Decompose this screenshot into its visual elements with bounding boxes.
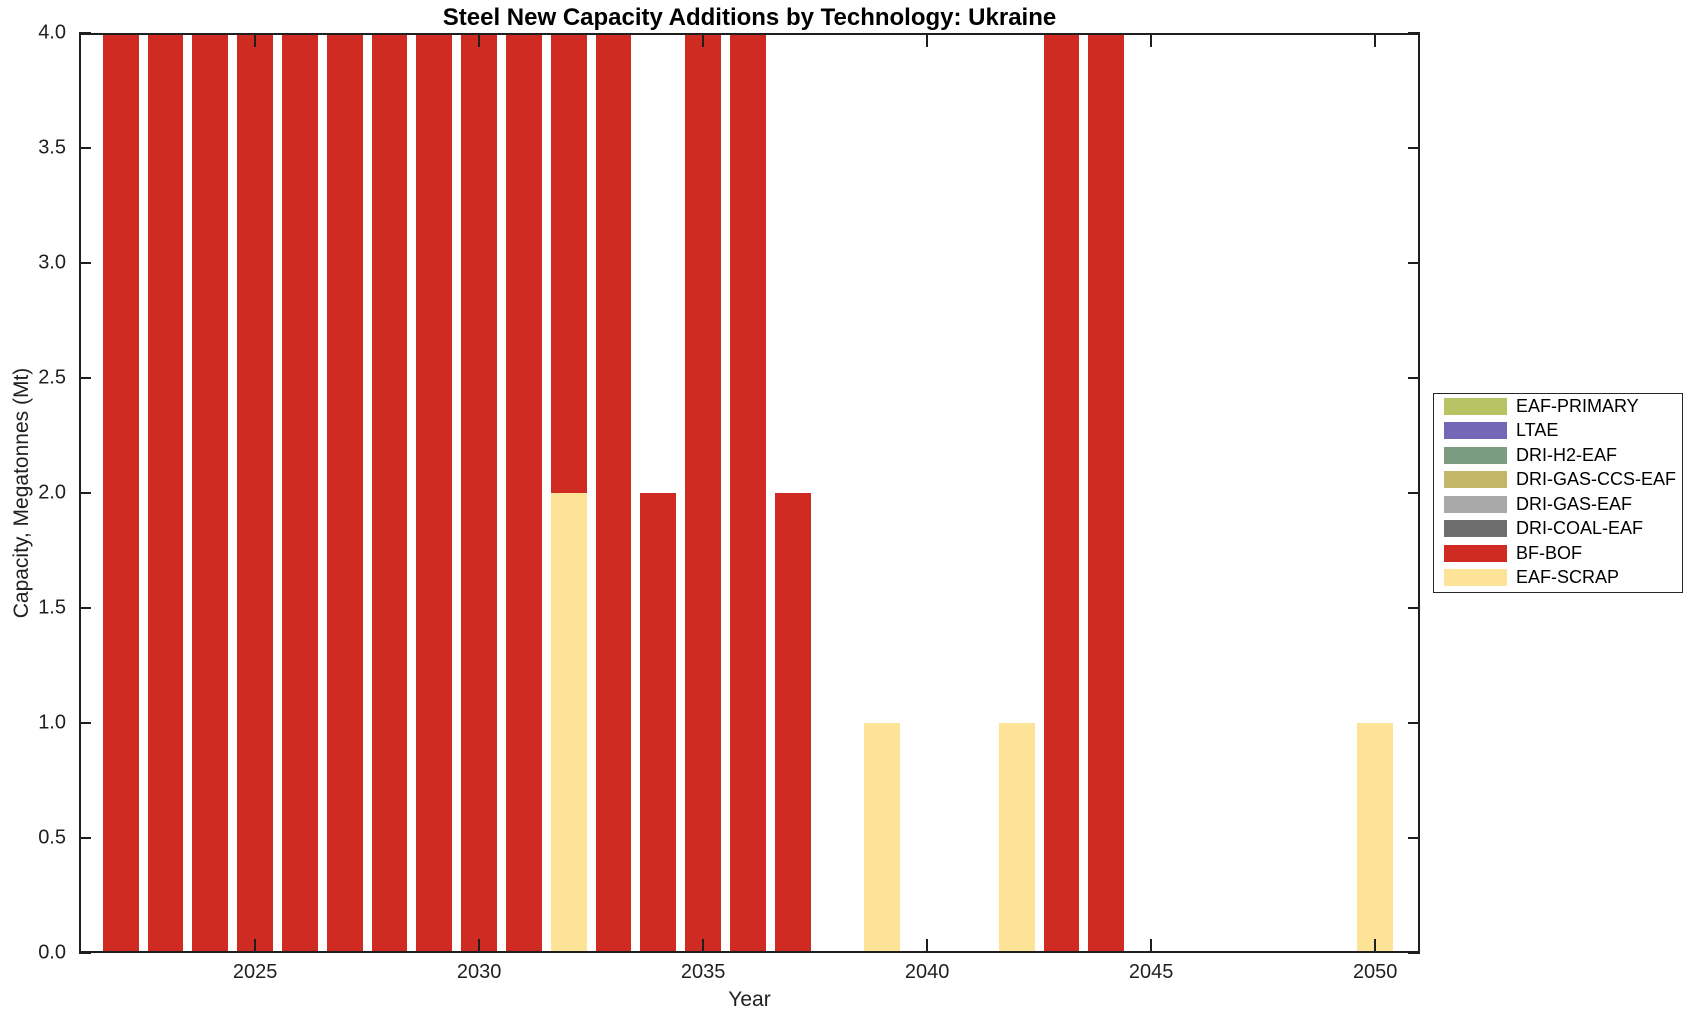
- y-tick-right-0.0: [1408, 952, 1420, 954]
- y-tick-right-2.5: [1408, 377, 1420, 379]
- y-tick-label-0.5: 0.5: [38, 826, 66, 849]
- legend-swatch-bf-bof: [1444, 544, 1507, 562]
- x-tick-top-2035: [702, 33, 705, 47]
- y-tick-right-0.5: [1408, 837, 1420, 839]
- bar-segment-eaf-scrap-2032: [550, 493, 587, 953]
- bar-segment-bf-bof-2033: [595, 33, 632, 953]
- legend-label-eaf-primary: EAF-PRIMARY: [1516, 395, 1639, 416]
- legend-swatch-eaf-scrap: [1444, 569, 1507, 587]
- legend-item-eaf-primary: EAF-PRIMARY: [1434, 394, 1682, 419]
- bar-segment-bf-bof-2026: [281, 33, 318, 953]
- x-tick-label-2040: 2040: [904, 961, 950, 983]
- y-tick-1.5: [79, 607, 91, 609]
- x-tick-top-2050: [1374, 33, 1377, 47]
- bar-segment-bf-bof-2034: [640, 493, 677, 953]
- x-tick-label-2035: 2035: [680, 961, 726, 983]
- y-tick-right-3.5: [1408, 147, 1420, 149]
- x-tick-2050: [1374, 939, 1377, 953]
- y-tick-2.0: [79, 492, 91, 494]
- legend-label-bf-bof: BF-BOF: [1516, 542, 1582, 563]
- legend-label-dri-h2-eaf: DRI-H2-EAF: [1516, 444, 1618, 465]
- x-tick-label-2025: 2025: [232, 961, 278, 983]
- x-tick-top-2025: [254, 33, 257, 47]
- bar-segment-bf-bof-2031: [505, 33, 542, 953]
- x-tick-2035: [702, 939, 705, 953]
- legend-swatch-dri-h2-eaf: [1444, 446, 1507, 464]
- y-tick-right-3.0: [1408, 262, 1420, 264]
- bar-segment-bf-bof-2036: [730, 33, 766, 953]
- x-tick-top-2040: [926, 33, 929, 47]
- bar-segment-bf-bof-2023: [147, 33, 184, 953]
- legend-item-dri-coal-eaf: DRI-COAL-EAF: [1434, 517, 1682, 542]
- legend-item-dri-gas-eaf: DRI-GAS-EAF: [1434, 492, 1682, 517]
- bar-segment-bf-bof-2032: [550, 33, 587, 493]
- x-tick-2030: [478, 939, 481, 953]
- x-tick-label-2045: 2045: [1128, 961, 1174, 983]
- y-tick-3.0: [79, 262, 91, 264]
- y-tick-label-0.0: 0.0: [38, 941, 66, 964]
- bar-segment-bf-bof-2022: [102, 33, 139, 953]
- y-tick-label-1.0: 1.0: [38, 711, 66, 734]
- bar-segment-bf-bof-2035: [685, 33, 722, 953]
- legend-swatch-ltae: [1444, 422, 1507, 440]
- y-tick-4.0: [79, 32, 91, 34]
- legend-swatch-eaf-primary: [1444, 397, 1507, 415]
- bar-segment-eaf-scrap-2042: [998, 723, 1035, 953]
- x-tick-2040: [926, 939, 929, 953]
- chart-title: Steel New Capacity Additions by Technolo…: [442, 4, 1057, 31]
- y-tick-label-3.0: 3.0: [38, 251, 66, 274]
- y-tick-label-4.0: 4.0: [38, 21, 66, 44]
- legend-item-bf-bof: BF-BOF: [1434, 541, 1682, 566]
- y-tick-0.5: [79, 837, 91, 839]
- y-tick-3.5: [79, 147, 91, 149]
- x-tick-top-2045: [1150, 33, 1153, 47]
- x-tick-2045: [1150, 939, 1153, 953]
- bar-segment-bf-bof-2030: [461, 33, 497, 953]
- legend-swatch-dri-coal-eaf: [1444, 520, 1507, 538]
- legend: EAF-PRIMARY LTAE DRI-H2-EAF DRI-GAS-CCS-EAF…: [1433, 393, 1683, 593]
- y-tick-2.5: [79, 377, 91, 379]
- x-axis-label: Year: [728, 988, 771, 1011]
- x-tick-top-2030: [478, 33, 481, 47]
- bar-segment-bf-bof-2024: [192, 33, 229, 953]
- x-tick-label-2030: 2030: [456, 961, 502, 983]
- legend-label-dri-gas-eaf: DRI-GAS-EAF: [1516, 493, 1633, 514]
- bar-segment-bf-bof-2029: [416, 33, 453, 953]
- y-tick-right-1.0: [1408, 722, 1420, 724]
- axis-ticks: [79, 32, 1420, 954]
- legend-item-dri-gas-ccs-eaf: DRI-GAS-CCS-EAF: [1434, 468, 1682, 493]
- x-tick-2025: [254, 939, 257, 953]
- bar-segment-bf-bof-2027: [326, 33, 363, 953]
- bar-segment-eaf-scrap-2039: [864, 723, 901, 953]
- y-tick-1.0: [79, 722, 91, 724]
- y-tick-label-2.5: 2.5: [38, 366, 66, 389]
- y-tick-0.0: [79, 952, 91, 954]
- legend-label-dri-gas-ccs-eaf: DRI-GAS-CCS-EAF: [1516, 469, 1677, 490]
- legend-label-eaf-scrap: EAF-SCRAP: [1516, 567, 1620, 588]
- y-tick-right-4.0: [1408, 32, 1420, 34]
- y-tick-label-3.5: 3.5: [38, 136, 66, 159]
- legend-item-eaf-scrap: EAF-SCRAP: [1434, 566, 1682, 591]
- bar-segment-bf-bof-2044: [1088, 33, 1125, 953]
- plot-area: [79, 32, 1420, 954]
- y-tick-right-1.5: [1408, 607, 1420, 609]
- y-tick-label-1.5: 1.5: [38, 596, 66, 619]
- bar-segment-eaf-scrap-2050: [1357, 723, 1394, 953]
- bar-segment-bf-bof-2037: [774, 493, 811, 953]
- bar-segment-bf-bof-2025: [237, 33, 273, 953]
- legend-item-dri-h2-eaf: DRI-H2-EAF: [1434, 443, 1682, 468]
- bar-segment-bf-bof-2043: [1043, 33, 1080, 953]
- y-tick-right-2.0: [1408, 492, 1420, 494]
- x-tick-label-2050: 2050: [1352, 961, 1398, 983]
- legend-label-dri-coal-eaf: DRI-COAL-EAF: [1516, 518, 1644, 539]
- y-tick-label-2.0: 2.0: [38, 481, 66, 504]
- legend-item-ltae: LTAE: [1434, 419, 1682, 444]
- bar-segment-bf-bof-2028: [371, 33, 408, 953]
- legend-swatch-dri-gas-eaf: [1444, 495, 1507, 513]
- legend-swatch-dri-gas-ccs-eaf: [1444, 471, 1507, 489]
- bars-layer: [79, 33, 1420, 953]
- legend-label-ltae: LTAE: [1516, 420, 1559, 441]
